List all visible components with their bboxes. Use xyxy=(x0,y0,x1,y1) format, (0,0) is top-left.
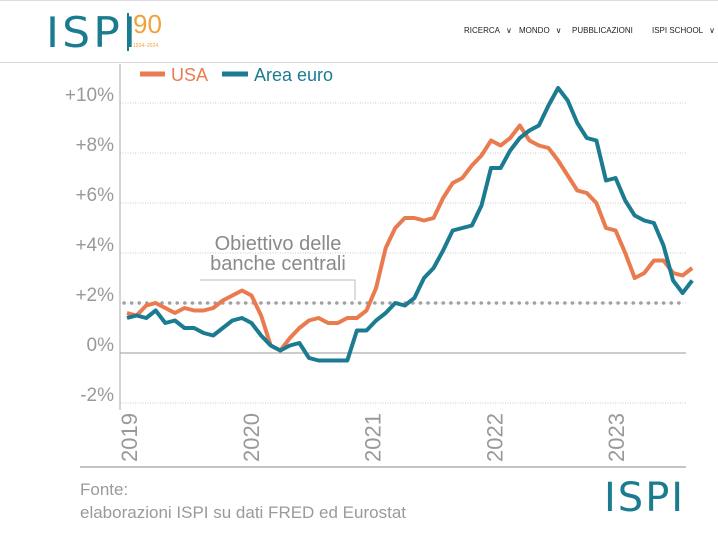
y-tick-label: -2% xyxy=(80,385,114,406)
nav-label: ISPI SCHOOL xyxy=(652,26,704,35)
logo-separator xyxy=(127,13,129,51)
series xyxy=(126,86,694,363)
series-line-euro xyxy=(126,86,694,363)
y-tick-label: +4% xyxy=(75,235,114,256)
x-axis-ticks: 2019 2020 2021 2022 2023 xyxy=(117,413,629,462)
series-line-usa xyxy=(126,123,694,353)
nav-label: PUBBLICAZIONI xyxy=(572,26,633,35)
annotation-leader xyxy=(200,279,356,300)
y-tick-label: 0% xyxy=(87,335,115,356)
grid xyxy=(120,102,686,404)
y-axis-ticks: -2% 0% +2% +4% +6% +8% +10% xyxy=(65,85,114,406)
legend-label-usa: USA xyxy=(171,65,208,85)
nav-label: RICERCA xyxy=(464,26,501,35)
nav-pubblicazioni[interactable]: PUBBLICAZIONI xyxy=(572,26,633,35)
nav-mondo[interactable]: MONDO ∨ xyxy=(519,26,562,35)
nav-ispi-school[interactable]: ISPI SCHOOL ∨ xyxy=(652,26,715,35)
y-tick-label: +2% xyxy=(75,285,114,306)
site-header: ISPI 90 1934–2024 RICERCA ∨ MONDO ∨ PUBBLI… xyxy=(0,1,718,63)
logo-years: 1934–2024 xyxy=(133,43,159,49)
chevron-down-icon: ∨ xyxy=(709,26,715,35)
source-text: elaborazioni ISPI su dati FRED ed Eurost… xyxy=(80,503,406,522)
legend-label-euro: Area euro xyxy=(254,65,333,85)
annotation-line2: banche centrali xyxy=(210,253,346,275)
x-tick-label: 2023 xyxy=(604,413,629,462)
x-tick-label: 2020 xyxy=(239,413,264,462)
y-tick-label: +8% xyxy=(75,135,114,156)
x-tick-label: 2022 xyxy=(482,413,507,462)
chevron-down-icon: ∨ xyxy=(555,26,562,35)
logo-anniversary: 90 xyxy=(133,9,162,39)
top-border xyxy=(0,0,718,1)
chevron-down-icon: ∨ xyxy=(506,26,512,35)
nav-label: MONDO xyxy=(519,26,550,35)
annotation-line1: Obiettivo delle xyxy=(215,233,342,255)
nav-ricerca[interactable]: RICERCA ∨ xyxy=(464,26,512,35)
ispi-footer-logo: ISPI xyxy=(604,475,686,521)
source-title: Fonte: xyxy=(80,480,129,499)
x-tick-label: 2021 xyxy=(361,413,386,462)
legend: USA Area euro xyxy=(140,65,333,85)
x-tick-label: 2019 xyxy=(117,413,142,462)
y-tick-label: +6% xyxy=(75,185,114,206)
logo-text: ISPI xyxy=(46,8,140,57)
y-tick-label: +10% xyxy=(65,85,114,106)
